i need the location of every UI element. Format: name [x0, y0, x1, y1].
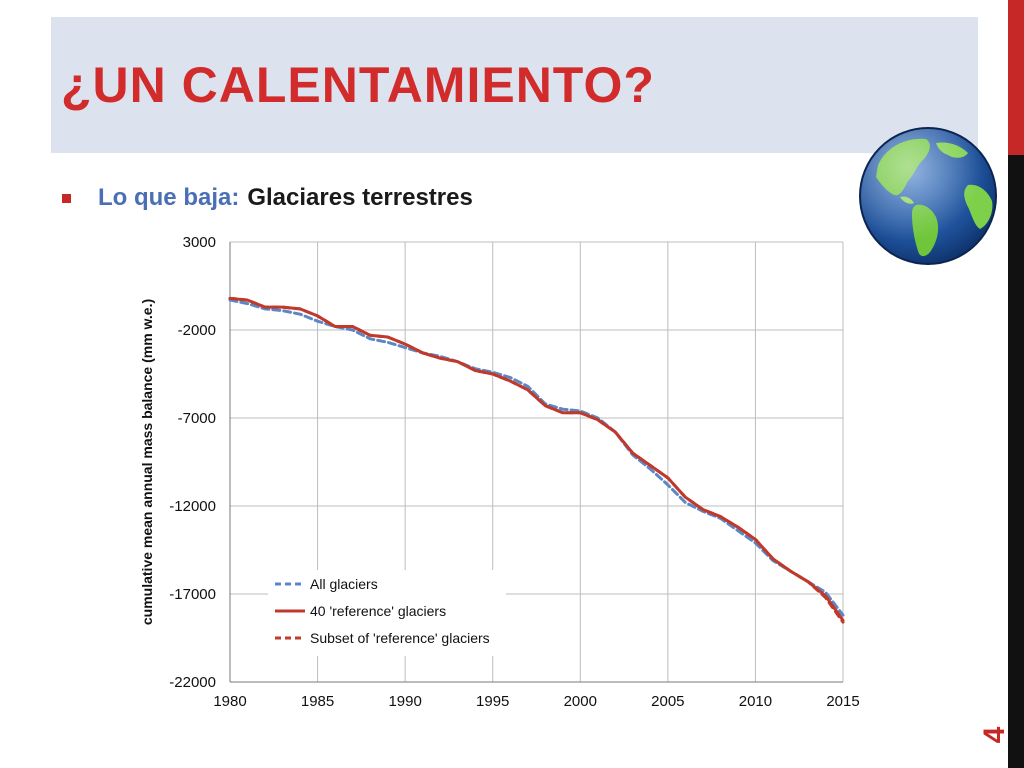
- globe-icon: [859, 127, 997, 265]
- x-tick-label: 1980: [213, 693, 246, 710]
- slide-title: ¿UN CALENTAMIENTO?: [61, 57, 655, 113]
- x-tick-label: 1985: [301, 693, 334, 710]
- y-tick-label: -22000: [169, 674, 216, 691]
- x-tick-label: 2015: [826, 693, 859, 710]
- y-tick-label: -2000: [178, 322, 216, 339]
- legend-label-2: Subset of 'reference' glaciers: [310, 630, 490, 646]
- legend-label-0: All glaciers: [310, 576, 378, 592]
- x-tick-label: 2005: [651, 693, 684, 710]
- y-axis-label: cumulative mean annual mass balance (mm …: [139, 299, 155, 625]
- legend-label-1: 40 'reference' glaciers: [310, 603, 446, 619]
- bullet-lead: Lo que baja:: [98, 184, 240, 211]
- x-tick-label: 1995: [476, 693, 509, 710]
- y-tick-label: -12000: [169, 498, 216, 515]
- accent-bar-bottom: [1008, 155, 1024, 768]
- x-tick-label: 2010: [739, 693, 772, 710]
- glacier-mass-balance-chart: 1980 1985 1990 1995 2000 2005 2010 2015 3000 -200…: [139, 234, 860, 710]
- y-tick-label: 3000: [183, 234, 216, 251]
- accent-bar-top: [1008, 0, 1024, 155]
- y-tick-label: -17000: [169, 586, 216, 603]
- y-tick-label: -7000: [178, 410, 216, 427]
- series-line-2: [228, 296, 845, 624]
- title-band: [51, 17, 978, 153]
- page-number: 4: [978, 726, 1011, 744]
- bullet-text: Glaciares terrestres: [247, 184, 473, 211]
- bullet-square-icon: [62, 193, 71, 203]
- x-tick-label: 1990: [388, 693, 421, 710]
- bullet-item: Lo que baja: Glaciares terrestres: [62, 184, 473, 212]
- series-line-0: [228, 298, 845, 617]
- legend-box: [268, 570, 506, 656]
- x-tick-label: 2000: [564, 693, 597, 710]
